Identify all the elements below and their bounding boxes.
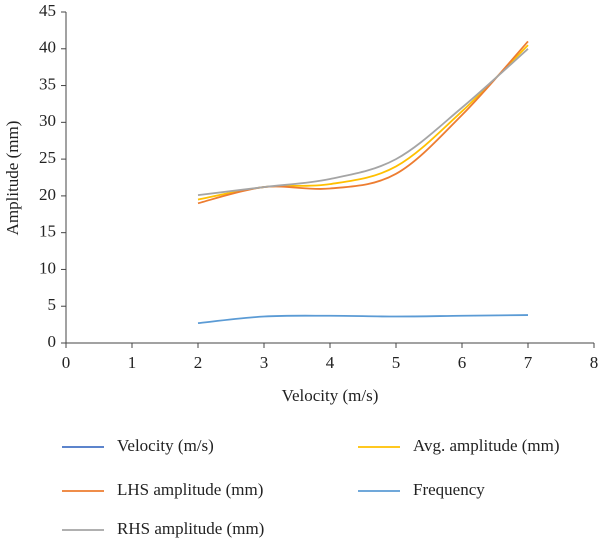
legend-label: LHS amplitude (mm) — [117, 480, 263, 499]
y-tick-label: 0 — [48, 332, 57, 351]
x-tick-label: 3 — [260, 353, 269, 372]
x-tick-label: 2 — [194, 353, 203, 372]
y-tick-label: 25 — [39, 148, 56, 167]
x-tick-label: 8 — [590, 353, 599, 372]
x-tick-label: 6 — [458, 353, 467, 372]
series-line — [197, 48, 529, 197]
legend-label: RHS amplitude (mm) — [117, 519, 264, 538]
y-tick-label: 35 — [39, 74, 56, 93]
x-tick-label: 7 — [524, 353, 533, 372]
x-tick-label: 5 — [392, 353, 401, 372]
y-tick-label: 10 — [39, 258, 56, 277]
y-tick-label: 40 — [39, 38, 56, 57]
y-tick-label: 30 — [39, 111, 56, 130]
legend-label: Frequency — [413, 480, 485, 499]
legend-label: Velocity (m/s) — [117, 436, 214, 455]
y-tick-label: 15 — [39, 222, 56, 241]
y-tick-label: 5 — [48, 295, 57, 314]
series-line — [197, 314, 529, 325]
x-tick-label: 4 — [326, 353, 335, 372]
y-tick-label: 45 — [39, 1, 56, 20]
legend-label: Avg. amplitude (mm) — [413, 436, 560, 455]
series-line — [197, 44, 529, 201]
y-tick-label: 20 — [39, 185, 56, 204]
y-axis-title: Amplitude (mm) — [3, 121, 22, 236]
x-axis-title: Velocity (m/s) — [282, 386, 379, 405]
x-tick-label: 0 — [62, 353, 71, 372]
x-tick-label: 1 — [128, 353, 137, 372]
